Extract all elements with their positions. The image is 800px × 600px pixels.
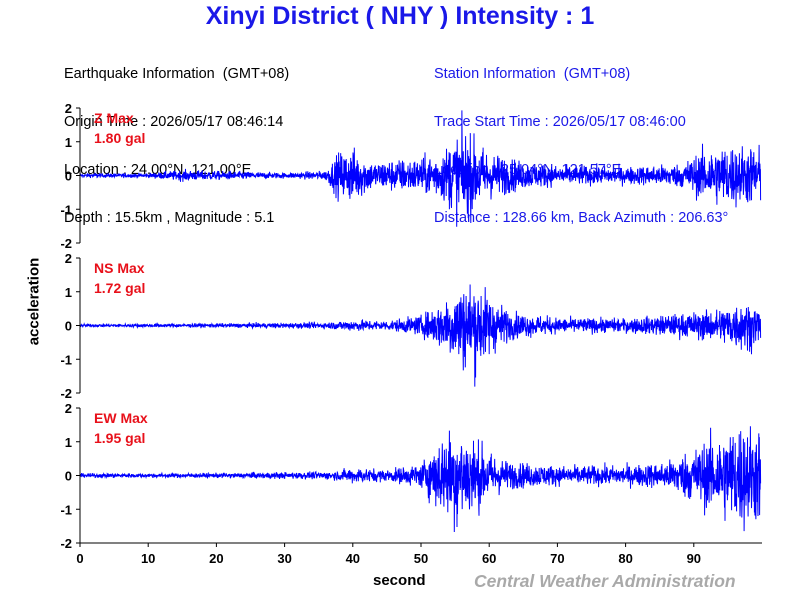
y-tick-label: -1: [60, 202, 72, 217]
y-tick-label: -1: [60, 502, 72, 517]
panel-z: 2 1 0 -1 -2 Z Max 1.80 gal: [60, 101, 762, 251]
panel-ew: 2 1 0 -1 -2 EW Max 1.95 gal: [60, 401, 762, 551]
y-tick-label: 2: [65, 401, 72, 416]
y-tick-label: 0: [65, 169, 72, 184]
panel-ns: 2 1 0 -1 -2 NS Max 1.72 gal: [60, 251, 762, 401]
earthquake-info-heading: Earthquake Information (GMT+08): [64, 66, 290, 82]
x-tick-label: 60: [482, 551, 496, 566]
x-tick-label: 70: [550, 551, 564, 566]
y-tick-label: -2: [60, 386, 72, 401]
station-info-heading: Station Information (GMT+08): [434, 66, 631, 82]
agency-credit: Central Weather Administration: [474, 571, 736, 591]
waveform-ns: [79, 284, 762, 387]
trace-start-time: Trace Start Time : 2026/05/17 08:46:00: [434, 114, 686, 130]
earthquake-info: Earthquake Information (GMT+08) Origin T…: [64, 34, 289, 242]
x-tick-label: 30: [277, 551, 291, 566]
waveform-z: [79, 110, 762, 227]
max-label-ew: EW Max: [94, 410, 148, 426]
max-label-z: Z Max: [94, 110, 134, 126]
max-value-z: 1.80 gal: [94, 130, 145, 146]
x-tick-label: 90: [687, 551, 701, 566]
y-tick-label: 1: [65, 285, 72, 300]
epicenter-location: Location : 24.00°N, 121.00°E: [64, 162, 252, 178]
chart-title: Xinyi District ( NHY ) Intensity : 1: [205, 2, 595, 30]
y-tick-label: -2: [60, 236, 72, 251]
max-label-ns: NS Max: [94, 260, 145, 276]
y-tick-label: 1: [65, 135, 72, 150]
x-axis-label: second: [373, 572, 426, 589]
y-tick-label: -1: [60, 352, 72, 367]
x-tick-label: 0: [76, 551, 83, 566]
origin-time: Origin Time : 2026/05/17 08:46:14: [64, 114, 284, 130]
y-tick-label: -2: [60, 536, 72, 551]
x-tick-label: 50: [414, 551, 428, 566]
y-tick-label: 1: [65, 435, 72, 450]
y-axis-label: acceleration: [25, 257, 43, 346]
y-tick-label: 0: [65, 319, 72, 334]
x-tick-label: 20: [209, 551, 223, 566]
x-tick-label: 80: [618, 551, 632, 566]
station-distance: Distance : 128.66 km, Back Azimuth : 206…: [434, 210, 729, 226]
waveform-ew: [79, 426, 762, 533]
y-tick-label: 2: [65, 101, 72, 116]
max-value-ns: 1.72 gal: [94, 280, 145, 296]
x-tick-label: 10: [141, 551, 155, 566]
depth-magnitude: Depth : 15.5km , Magnitude : 5.1: [64, 210, 275, 226]
y-tick-label: 2: [65, 251, 72, 266]
x-tick-label: 40: [346, 551, 360, 566]
y-tick-label: 0: [65, 469, 72, 484]
max-value-ew: 1.95 gal: [94, 430, 145, 446]
